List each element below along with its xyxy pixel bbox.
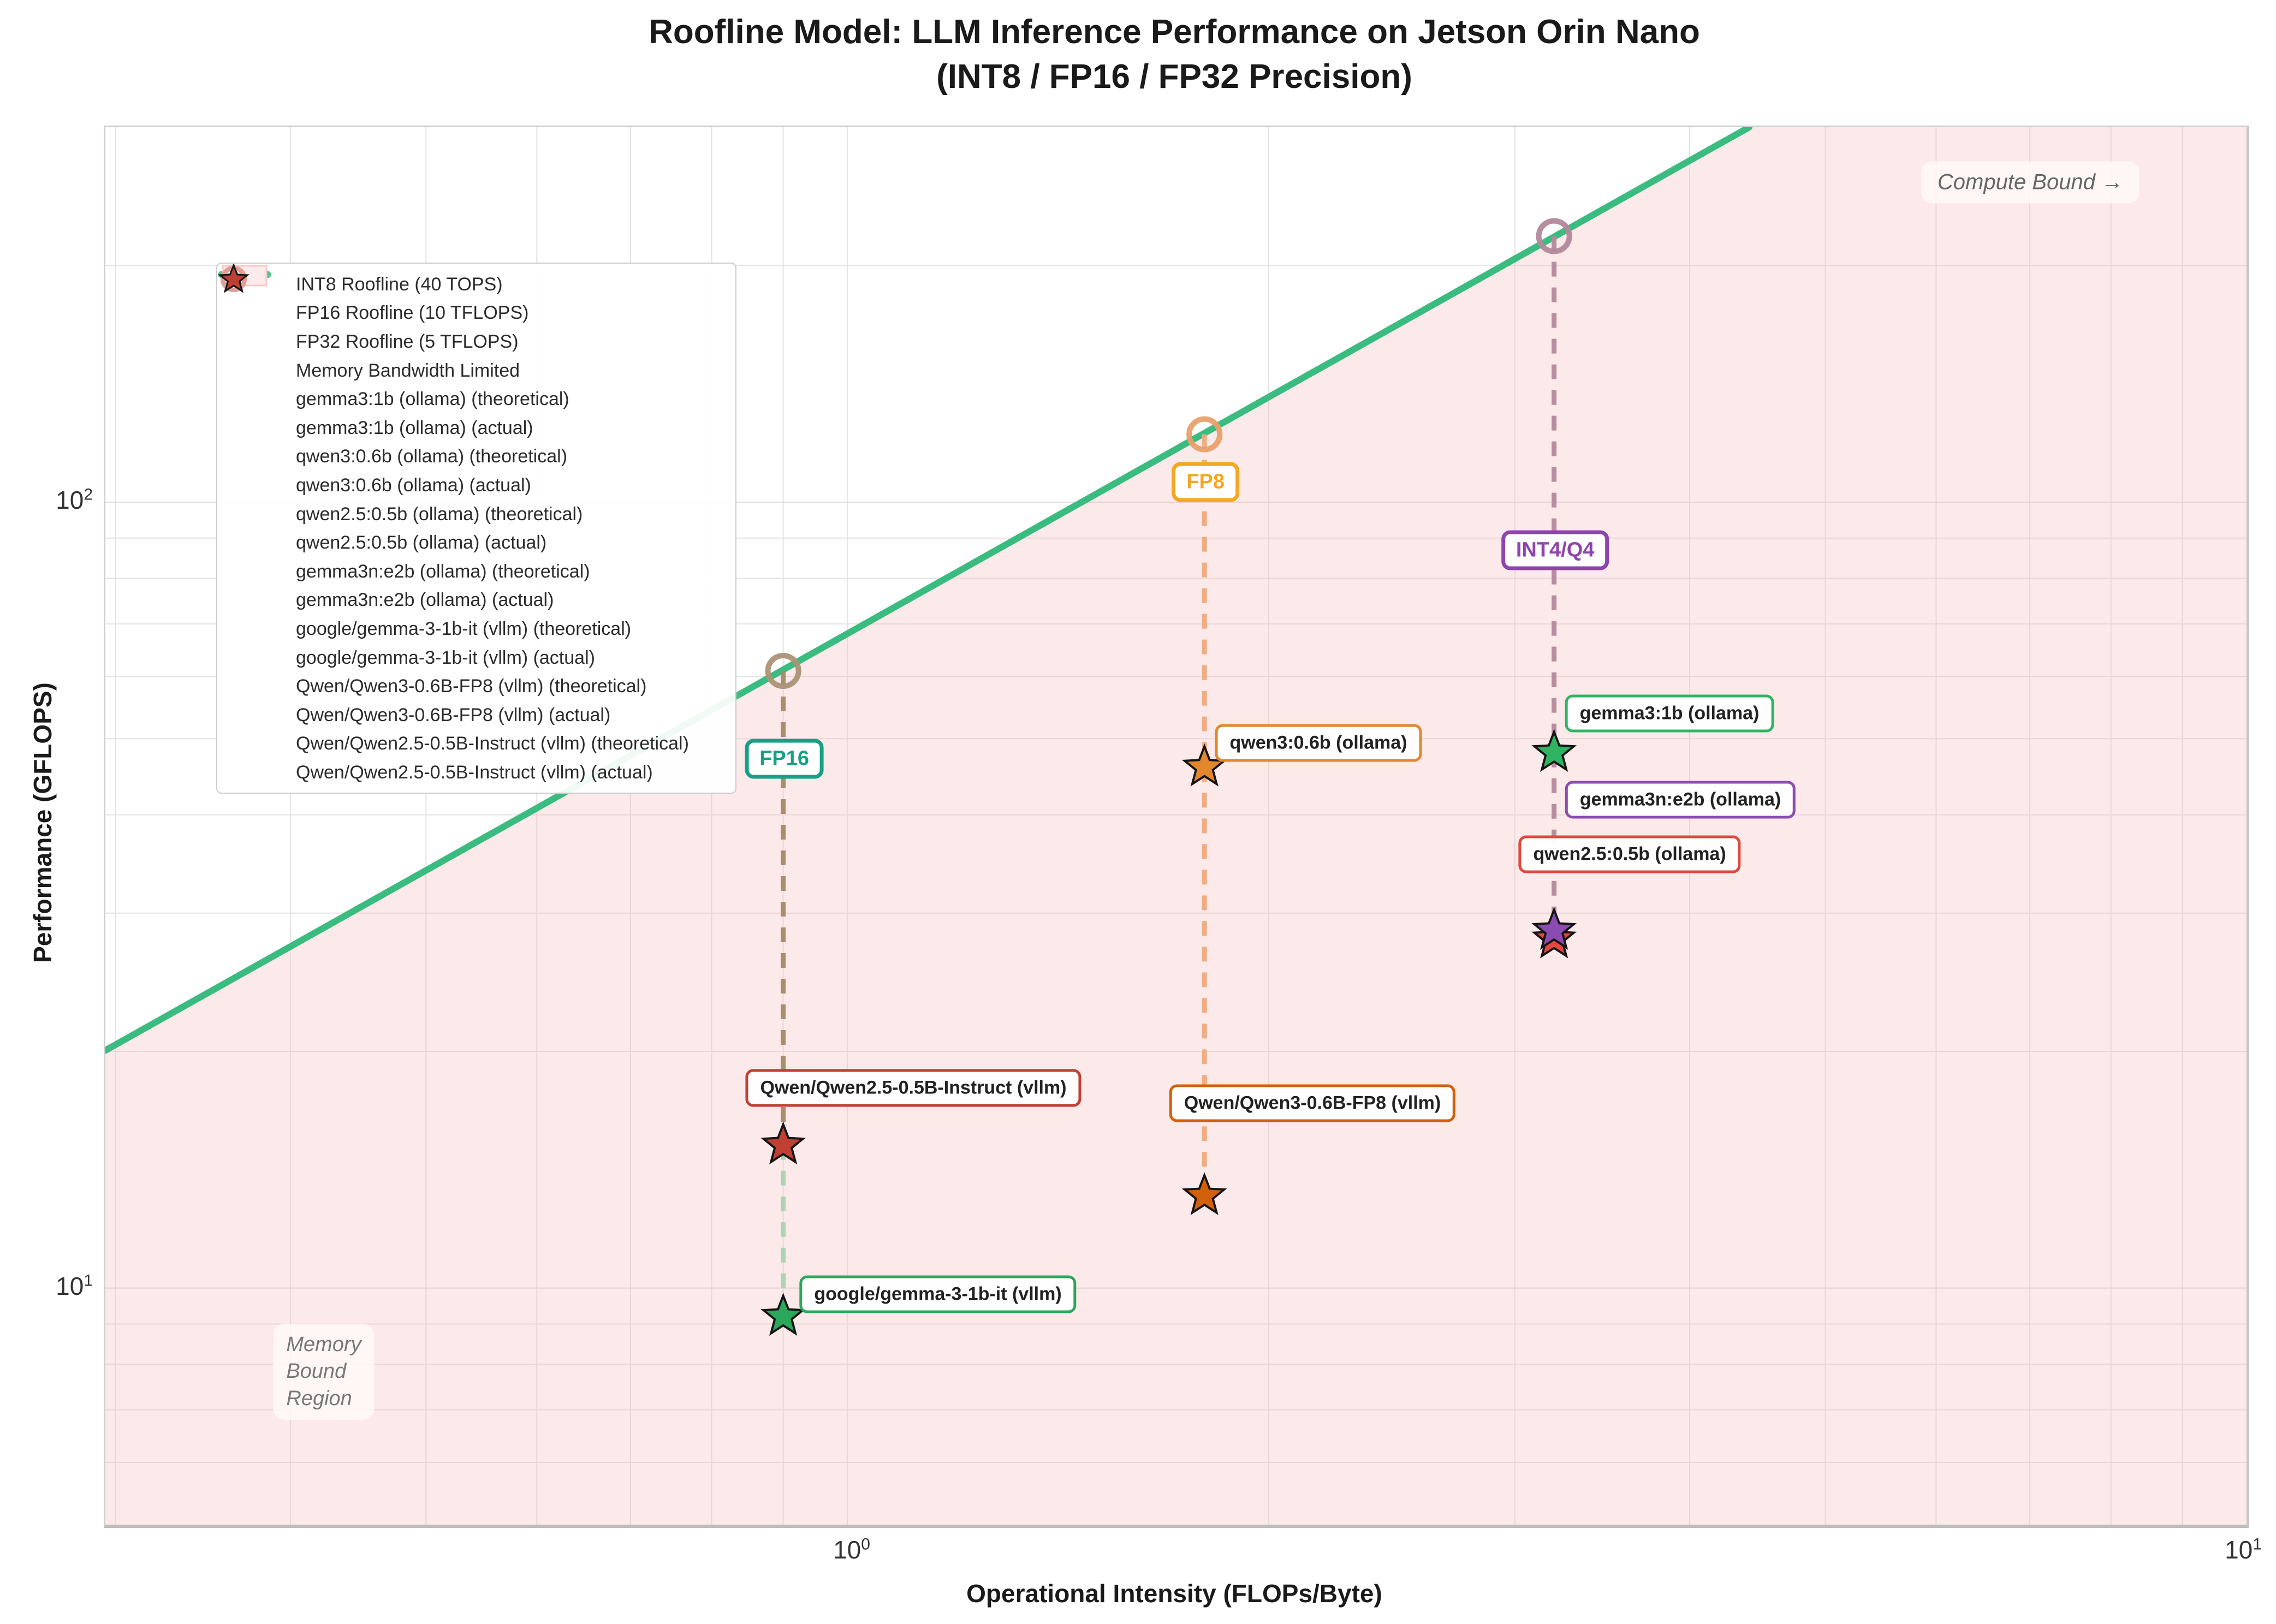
legend-entry-label: Qwen/Qwen3-0.6B-FP8 (vllm) (actual) [296,704,611,725]
compute-bound-annotation: Compute Bound → [1921,161,2140,204]
model-label: gemma3:1b (ollama) [1565,694,1774,733]
legend-entry: Memory Bandwidth Limited [217,265,735,385]
y-axis-label: Performance (GFLOPS) [28,682,57,963]
legend-entry: gemma3:1b (ollama) (actual) [217,264,735,443]
legend-entry: FP32 Roofline (5 TFLOPS) [217,271,735,356]
x-tick-1: 100 [833,1535,870,1564]
legend-entry-label: google/gemma-3-1b-it (vllm) (theoretical… [296,618,632,639]
legend-entry-label: Memory Bandwidth Limited [296,360,520,381]
y-tick-100: 102 [56,485,93,514]
legend-entry-label: Qwen/Qwen3-0.6B-FP8 (vllm) (theoretical) [296,676,647,697]
legend-entry-label: google/gemma-3-1b-it (vllm) (actual) [296,647,595,668]
model-label: qwen3:0.6b (ollama) [1215,724,1422,762]
chart-title-line1: Roofline Model: LLM Inference Performanc… [649,13,1700,51]
legend-entry-label: Qwen/Qwen2.5-0.5B-Instruct (vllm) (actua… [296,762,653,783]
plot-area: FP16 FP8 INT4/Q4 gemma3:1b (ollama) qwen3:0.… [104,126,2249,1528]
x-axis-label: Operational Intensity (FLOPs/Byte) [966,1579,1382,1608]
legend-entry: qwen2.5:0.5b (ollama) (theoretical) [217,266,735,529]
legend-entry: qwen2.5:0.5b (ollama) (actual) [217,264,735,557]
legend-entry: gemma3n:e2b (ollama) (theoretical) [217,266,735,586]
legend-entry-label: gemma3:1b (ollama) (actual) [296,417,533,438]
model-label: Qwen/Qwen3-0.6B-FP8 (vllm) [1169,1084,1456,1122]
legend-star-marker [218,264,249,293]
legend-entry: Qwen/Qwen2.5-0.5B-Instruct (vllm) (theor… [217,266,735,759]
precision-label-fp16: FP16 [745,739,824,779]
legend-entry-label: gemma3:1b (ollama) (theoretical) [296,389,569,410]
precision-label-fp8: FP8 [1172,462,1240,502]
legend-entry: Qwen/Qwen3-0.6B-FP8 (vllm) (theoretical) [217,266,735,701]
legend-entry: Qwen/Qwen2.5-0.5B-Instruct (vllm) (actua… [217,264,735,787]
y-tick-10: 101 [56,1271,93,1300]
legend-entry: google/gemma-3-1b-it (vllm) (theoretical… [217,266,735,644]
legend-entry-label: qwen2.5:0.5b (ollama) (theoretical) [296,503,583,525]
legend-entry-label: FP16 Roofline (10 TFLOPS) [296,302,529,324]
legend-entry-label: qwen3:0.6b (ollama) (theoretical) [296,446,568,467]
legend-entry: qwen3:0.6b (ollama) (actual) [217,264,735,500]
legend-entry-label: INT8 Roofline (40 TOPS) [296,273,503,295]
legend-entry: google/gemma-3-1b-it (vllm) (actual) [217,264,735,673]
legend-entry-label: Qwen/Qwen2.5-0.5B-Instruct (vllm) (theor… [296,733,689,754]
legend-entry: gemma3n:e2b (ollama) (actual) [217,264,735,615]
legend-entry: FP16 Roofline (10 TFLOPS) [217,271,735,328]
legend-entry-label: gemma3n:e2b (ollama) (theoretical) [296,561,590,582]
model-label: qwen2.5:0.5b (ollama) [1518,835,1741,873]
legend-entry-label: FP32 Roofline (5 TFLOPS) [296,331,519,352]
precision-label-int4: INT4/Q4 [1501,530,1609,570]
legend-entry-label: gemma3n:e2b (ollama) (actual) [296,590,554,611]
model-label: gemma3n:e2b (ollama) [1565,781,1796,819]
legend-entry-label: qwen2.5:0.5b (ollama) (actual) [296,532,547,554]
legend-entry: INT8 Roofline (40 TOPS) [217,270,735,299]
legend-entry: qwen3:0.6b (ollama) (theoretical) [217,266,735,472]
chart-title-line2: (INT8 / FP16 / FP32 Precision) [936,57,1412,96]
chart-title: Roofline Model: LLM Inference Performanc… [104,10,2245,99]
memory-bound-annotation: Memory Bound Region [273,1323,375,1420]
legend-entry-label: qwen3:0.6b (ollama) (actual) [296,474,531,496]
model-label: google/gemma-3-1b-it (vllm) [799,1275,1077,1313]
legend-entry: gemma3:1b (ollama) (theoretical) [217,266,735,414]
model-label: Qwen/Qwen2.5-0.5B-Instruct (vllm) [745,1069,1081,1107]
legend-entry: Qwen/Qwen3-0.6B-FP8 (vllm) (actual) [217,264,735,730]
chart-legend: INT8 Roofline (40 TOPS) FP16 Roofline (10… [216,263,736,794]
x-tick-10: 101 [2225,1535,2262,1564]
